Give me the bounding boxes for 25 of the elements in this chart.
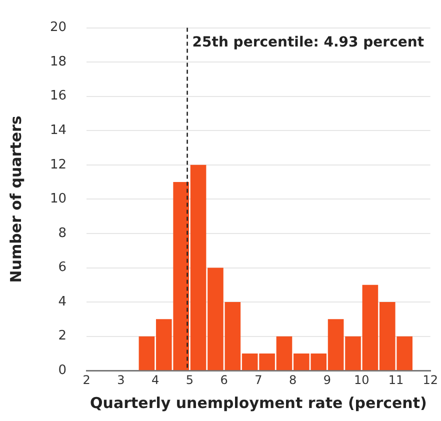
y-tick-label: 6 (58, 260, 67, 276)
x-axis-title: Quarterly unemployment rate (percent) (90, 394, 427, 412)
x-tick-label: 4 (151, 372, 160, 387)
x-tick-label: 6 (220, 372, 228, 387)
x-tick-label: 12 (422, 372, 438, 387)
y-tick-label: 18 (50, 54, 67, 70)
x-tick-label: 7 (254, 372, 262, 387)
y-tick-label: 16 (50, 88, 67, 104)
y-tick-label: 2 (58, 328, 67, 344)
x-tick-label: 10 (354, 372, 370, 387)
y-tick-label: 0 (58, 362, 67, 378)
y-tick-label: 8 (58, 226, 67, 241)
y-tick-label: 20 (50, 20, 67, 36)
ref-line-label: 25th percentile: 4.93 percent (192, 34, 424, 50)
y-tick-label: 4 (58, 294, 67, 310)
x-tick-label: 5 (186, 372, 194, 387)
x-tick-label: 2 (82, 372, 90, 387)
x-tick-label: 11 (388, 372, 404, 387)
x-tick-label: 9 (323, 372, 332, 387)
y-tick-label: 12 (50, 157, 67, 172)
y-axis-title: Number of quarters (6, 116, 25, 283)
x-tick-label: 8 (289, 372, 297, 387)
y-tick-label: 14 (50, 123, 67, 138)
y-tick-label: 10 (50, 192, 67, 207)
x-tick-label: 3 (117, 372, 125, 387)
